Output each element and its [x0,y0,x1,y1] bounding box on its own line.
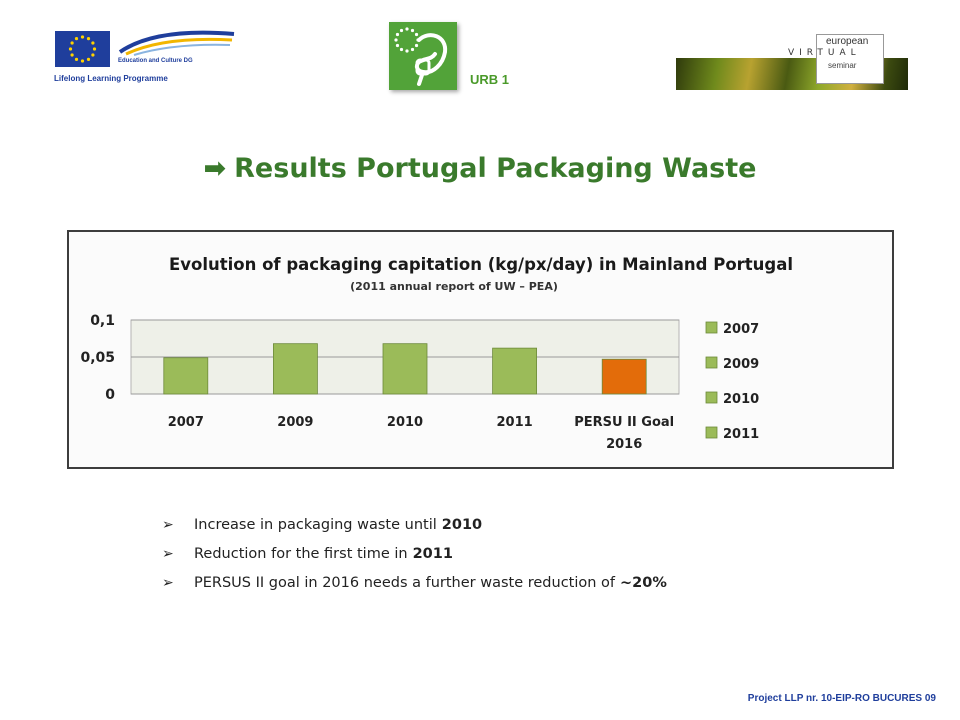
bullet-item: ➢ PERSUS II goal in 2016 needs a further … [162,575,667,604]
legend-label: 2009 [723,357,759,372]
bullet-text: PERSUS II goal in 2016 needs a further w… [194,575,616,591]
legend-label: 2011 [723,427,759,442]
arrowhead-bullet-icon: ➢ [162,517,174,533]
legend-swatch [705,356,718,369]
arrowhead-bullet-icon: ➢ [162,546,174,562]
bullet-text: Reduction for the first time in [194,546,408,562]
legend-swatch [705,426,718,439]
evs-virtual-text: VIRTUAL [788,48,861,58]
bullet-highlight: 2010 [441,517,483,533]
bar [163,357,209,395]
legend-swatch [705,391,718,404]
bar [601,358,647,395]
bullet-item: ➢ Increase in packaging waste until 2010 [162,517,667,546]
eu-swoosh-icon [118,30,235,56]
arrowhead-bullet-icon: ➢ [162,575,174,591]
legend-swatch [705,321,718,334]
page-title: ➡ Results Portugal Packaging Waste [0,153,960,184]
chart-frame: Evolution of packaging capitation (kg/px… [67,230,894,469]
legend-label: 2007 [723,322,759,337]
urb-logo [389,22,457,90]
x-tick-label: 2009 [277,415,313,430]
evs-seminar-text: seminar [828,61,857,70]
footer-project-id: Project LLP nr. 10-EIP-RO BUCURES 09 [747,693,936,704]
x-tick-label: 2007 [168,415,204,430]
y-tick-label: 0 [105,387,115,403]
european-virtual-seminar-logo: european VIRTUAL seminar [676,34,908,90]
y-tick-label: 0,05 [80,350,115,366]
chart-subtitle: (2011 annual report of UW – PEA) [350,280,558,293]
eu-lifelong-learning-logo: Education and Culture DG Lifelong Learni… [52,28,235,88]
page-title-text: Results Portugal Packaging Waste [234,153,757,184]
lifelong-learning-label: Lifelong Learning Programme [54,74,168,83]
urb-label: URB 1 [470,72,510,87]
eu-flag-icon [55,31,110,67]
bar-chart: Evolution of packaging capitation (kg/px… [80,255,793,452]
x-tick-label: 2016 [606,437,642,452]
bar [272,343,318,395]
bullet-item: ➢ Reduction for the first time in 2011 [162,546,667,575]
bullet-highlight: 2011 [412,546,453,562]
legend-label: 2010 [723,392,759,407]
bullet-list: ➢ Increase in packaging waste until 2010 ➢ R… [162,517,667,604]
y-tick-label: 0,1 [90,313,115,329]
arrow-right-icon: ➡ [203,153,227,184]
bar [382,343,428,395]
bullet-highlight: ~20% [620,575,667,591]
bullet-text: Increase in packaging waste until [194,517,437,533]
chart-title: Evolution of packaging capitation (kg/px… [169,255,793,274]
evs-label-box [816,34,884,84]
eu-dg-label: Education and Culture DG [118,58,193,64]
bar [492,347,538,395]
x-tick-label: 2010 [387,415,423,430]
x-tick-label: 2011 [497,415,533,430]
x-tick-label: PERSU II Goal [574,415,674,430]
evs-european-text: european [826,36,869,47]
